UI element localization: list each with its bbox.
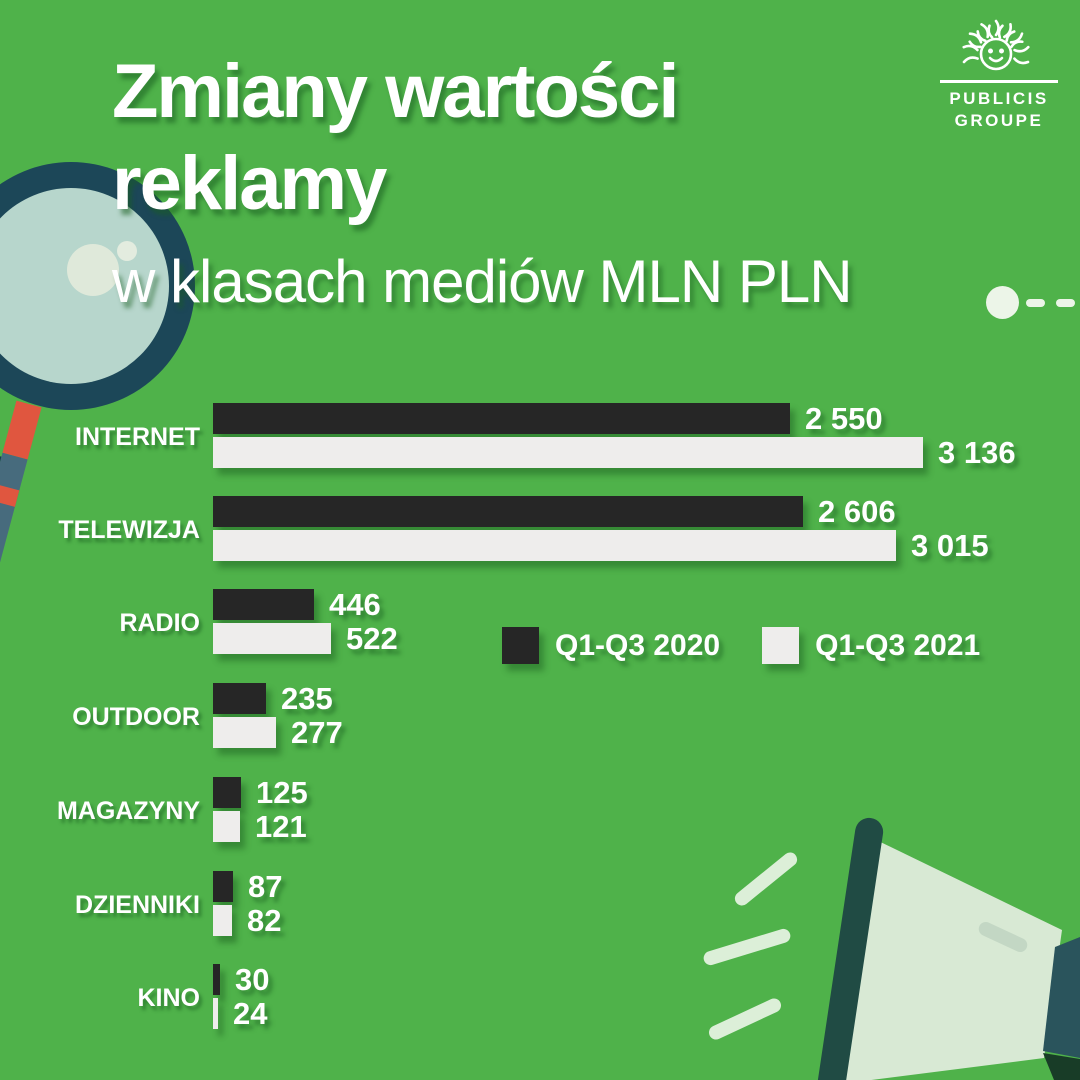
megaphone-rim	[817, 817, 884, 1080]
dash-decoration	[1026, 299, 1045, 307]
title-block: Zmiany wartości reklamy w klasach mediów…	[112, 46, 853, 315]
value-label-2020-outdoor: 235	[281, 680, 333, 716]
bar-2020-magazyny	[213, 777, 241, 808]
bar-2020-radio	[213, 589, 314, 620]
magnifier-icon	[0, 162, 195, 636]
chart-row-outdoor: OUTDOOR 235 277	[0, 680, 343, 751]
value-label-2020-magazyny: 125	[256, 774, 308, 810]
bar-2021-kino	[213, 998, 218, 1029]
legend-item-2021: Q1-Q3 2021	[762, 627, 980, 664]
category-label-outdoor: OUTDOOR	[72, 702, 200, 731]
chart-row-magazyny: MAGAZYNY 125 121	[0, 774, 308, 845]
sound-dash	[708, 998, 782, 1040]
bar-2020-telewizja	[213, 496, 803, 527]
bar-2020-dzienniki	[213, 871, 233, 902]
brand-name-line2: GROUPE	[954, 111, 1044, 130]
value-label-2021-magazyny: 121	[255, 808, 307, 844]
bar-2020-internet	[213, 403, 790, 434]
chart-row-internet: INTERNET 2 550 3 136	[0, 400, 1016, 471]
value-label-2021-radio: 522	[346, 620, 398, 656]
megaphone-cone	[840, 836, 1062, 1080]
bar-2021-dzienniki	[213, 905, 232, 936]
chart-row-dzienniki: DZIENNIKI 87 82	[0, 868, 283, 939]
publicis-groupe-logo: PUBLICIS GROUPE	[940, 10, 1058, 132]
bar-2020-kino	[213, 964, 220, 995]
value-label-2020-telewizja: 2 606	[818, 493, 896, 529]
lens-highlight-large	[67, 244, 119, 296]
megaphone-corner-shadow	[1043, 1053, 1080, 1080]
category-label-internet: INTERNET	[75, 422, 200, 451]
legend-swatch-2021	[762, 627, 800, 664]
lion-logo-icon	[962, 19, 1030, 71]
legend-swatch-2020	[502, 627, 539, 664]
value-label-2020-kino: 30	[235, 961, 270, 997]
page-subtitle: w klasach mediów MLN PLN	[112, 248, 853, 315]
cone-highlight	[978, 921, 1028, 953]
value-label-2020-dzienniki: 87	[248, 868, 283, 904]
megaphone-icon	[703, 817, 1080, 1080]
category-label-kino: KINO	[137, 983, 201, 1012]
value-label-2021-telewizja: 3 015	[911, 527, 989, 563]
category-label-magazyny: MAGAZYNY	[56, 796, 200, 825]
brand-name-line1: PUBLICIS	[949, 89, 1049, 108]
chart-row-telewizja: TELEWIZJA 2 606 3 015	[0, 493, 989, 564]
legend-label-2020: Q1-Q3 2020	[555, 628, 721, 662]
magnifier-handle-orange	[2, 400, 42, 460]
value-label-2020-internet: 2 550	[805, 400, 883, 436]
page-title-line1: Zmiany wartości	[112, 49, 680, 134]
bar-2021-radio	[213, 623, 331, 654]
value-label-2021-outdoor: 277	[291, 714, 343, 750]
sound-dash	[703, 928, 791, 966]
legend-label-2021: Q1-Q3 2021	[815, 628, 981, 662]
bar-2021-internet	[213, 437, 923, 468]
bar-2020-outdoor	[213, 683, 266, 714]
dash-decoration	[1056, 299, 1075, 307]
sound-dash	[734, 852, 798, 906]
category-label-radio: RADIO	[119, 608, 200, 637]
lens-highlight-small	[117, 241, 137, 261]
magnifier-handle-band	[0, 479, 20, 507]
megaphone-mouth	[1043, 937, 1080, 1058]
category-label-dzienniki: DZIENNIKI	[75, 890, 200, 919]
bar-2021-magazyny	[213, 811, 240, 842]
chart-row-kino: KINO 30 24	[0, 961, 270, 1032]
logo-divider	[940, 80, 1058, 83]
chart-legend: Q1-Q3 2020 Q1-Q3 2021	[502, 627, 980, 664]
dot-decoration	[986, 286, 1019, 319]
page-title-line2: reklamy	[112, 141, 387, 226]
chart-row-radio: RADIO 446 522	[0, 586, 398, 657]
category-label-telewizja: TELEWIZJA	[58, 515, 200, 544]
bar-2021-telewizja	[213, 530, 896, 561]
value-label-2021-dzienniki: 82	[247, 902, 282, 938]
value-label-2020-radio: 446	[329, 586, 381, 622]
bar-2021-outdoor	[213, 717, 276, 748]
value-label-2021-internet: 3 136	[938, 434, 1016, 470]
value-label-2021-kino: 24	[233, 995, 268, 1031]
legend-item-2020: Q1-Q3 2020	[502, 627, 720, 664]
